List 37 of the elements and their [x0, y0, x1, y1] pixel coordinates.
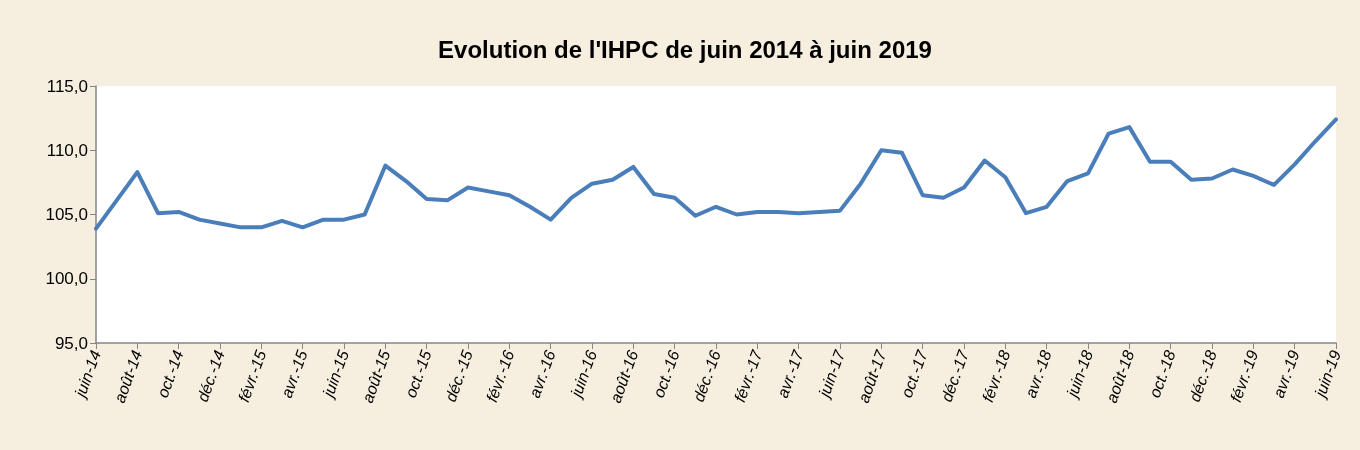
x-tick-label: oct.-18	[1145, 348, 1179, 400]
y-tick-label: 115,0	[46, 76, 88, 96]
x-tick-label: juin-17	[814, 347, 849, 401]
x-tick-label: août-18	[1102, 348, 1138, 405]
line-series	[94, 117, 1338, 231]
x-tick-label: juin-18	[1062, 348, 1097, 401]
x-tick-label: juin-16	[566, 348, 601, 401]
y-tick-label: 110,0	[46, 140, 88, 160]
x-tick-label: avr.-17	[773, 347, 808, 401]
x-tick-label: déc.-16	[689, 348, 725, 405]
x-tick-label: août-16	[606, 348, 642, 405]
x-tick-label: oct.-16	[649, 348, 683, 400]
y-tick-label: 105,0	[45, 205, 88, 224]
x-tick-label: août-15	[358, 348, 394, 405]
x-tick-label: avr.-19	[1269, 348, 1303, 401]
x-tick-label: déc.-18	[1185, 348, 1221, 405]
x-tick-label: oct.-15	[401, 348, 435, 400]
x-tick-label: oct.-17	[897, 347, 932, 400]
x-tick-label: févr.-19	[1227, 348, 1262, 405]
x-tick-label: avr.-15	[277, 348, 311, 401]
y-tick-label: 95,0	[54, 333, 88, 353]
x-tick-label: déc.-14	[193, 348, 229, 405]
x-tick-label: févr.-18	[979, 348, 1014, 405]
x-tick-label: août-17	[854, 347, 890, 405]
x-tick-label: juin-15	[318, 348, 353, 401]
x-tick-label: févr.-15	[235, 348, 270, 405]
chart-title: Evolution de l'IHPC de juin 2014 à juin 2019	[438, 35, 932, 63]
x-tick-label: juin-19	[1310, 348, 1345, 401]
x-tick-label: avr.-16	[525, 348, 559, 401]
x-tick-label: févr.-16	[483, 348, 518, 405]
y-tick-label: 100,0	[45, 269, 88, 289]
x-tick-label: févr.-17	[731, 347, 766, 405]
x-tick-label: oct.-14	[153, 348, 187, 400]
x-tick-label: avr.-18	[1021, 348, 1055, 401]
x-tick-label: déc.-17	[937, 347, 973, 405]
x-tick-label: déc.-15	[441, 348, 477, 405]
x-tick-label: août-14	[110, 348, 146, 405]
